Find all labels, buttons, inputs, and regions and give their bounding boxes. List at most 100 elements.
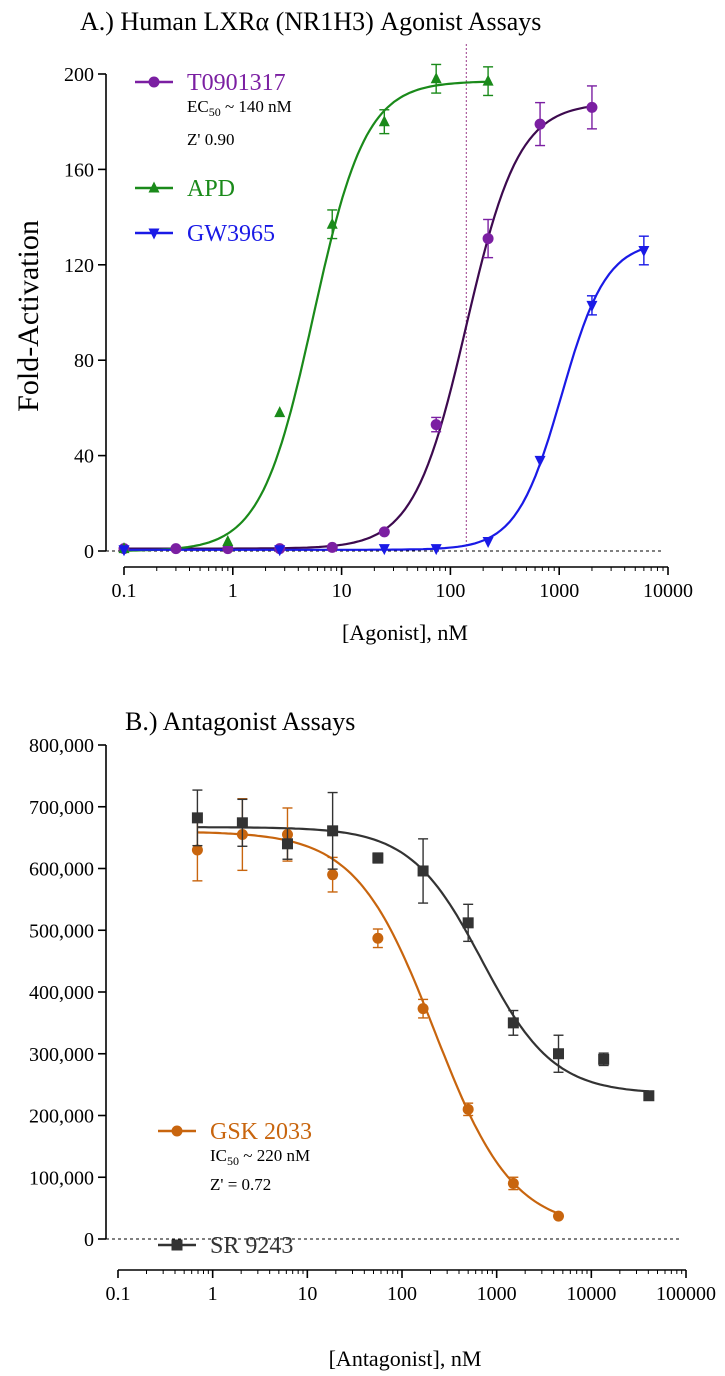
data-point-gsk-2033 [327,869,339,881]
panel-b-x-axis-label: [Antagonist], nM [329,1346,482,1371]
panel-a-axes: 0 40 80 120 160 200 0.1 1 10 100 1000 10000 [64,44,693,602]
x-tick-label: 10 [332,580,352,602]
y-tick-label: 200 [64,64,94,86]
data-point-apd [274,406,286,418]
data-point-t0901317 [482,233,494,245]
legend-marker-2 [148,228,160,240]
data-point-gsk-2033 [553,1210,565,1222]
data-point-t0901317 [430,419,442,431]
x-tick-label: 0.1 [112,580,137,602]
data-point-sr-9243 [372,852,384,864]
data-point-t0901317 [326,541,338,553]
y-tick-label: 40 [74,446,94,468]
data-point-gsk-2033 [191,844,203,856]
y-tick-label: 0 [84,1229,94,1251]
y-tick-label: 120 [64,255,94,277]
data-point-apd [482,74,494,86]
legend-annotation: IC50 ~ 220 nM [210,1146,310,1168]
data-point-sr-9243 [236,817,248,829]
data-point-gw3965 [482,536,494,548]
panel-b-axes: 0 100,000 200,000 300,000 400,000 500,000 600,… [29,735,716,1305]
x-tick-label: 100 [387,1283,417,1305]
data-point-t0901317 [378,526,390,538]
data-point-sr-9243 [462,917,474,929]
y-tick-label: 700,000 [29,797,94,819]
data-point-sr-9243 [327,825,339,837]
legend-marker-0 [171,1125,183,1137]
y-tick-label: 300,000 [29,1044,94,1066]
panel-a-x-axis-label: [Agonist], nM [342,620,468,645]
data-point-apd [326,217,338,229]
data-point-apd [222,534,234,546]
fit-curve-t0901317 [124,105,593,550]
data-point-gsk-2033 [462,1103,474,1115]
legend-label-0: T0901317 [187,70,286,96]
data-point-sr-9243 [507,1017,519,1029]
data-point-sr-9243 [598,1053,610,1065]
legend-annotation: Z' = 0.72 [210,1175,271,1194]
legend-annotation: EC50 ~ 140 nM [187,97,292,119]
legend-label-1: APD [187,176,235,202]
data-point-gw3965 [118,545,130,557]
x-tick-label: 1000 [539,580,579,602]
panel-a-title: A.) Human LXRα (NR1H3) Agonist Assays [80,7,541,36]
panel-a-fit-curves [123,80,645,552]
y-tick-label: 160 [64,159,94,181]
x-tick-label: 1000 [477,1283,517,1305]
data-point-apd [430,72,442,84]
data-point-gsk-2033 [372,932,384,944]
data-point-gw3965 [638,245,650,257]
data-point-sr-9243 [417,865,429,877]
y-tick-label: 200,000 [29,1106,94,1128]
y-tick-label: 800,000 [29,735,94,757]
panel-b-title: B.) Antagonist Assays [125,707,355,736]
data-point-apd [378,115,390,127]
panel-a-data-points [118,63,650,557]
legend-marker-1 [148,181,160,193]
data-point-sr-9243 [553,1048,565,1060]
data-point-sr-9243 [643,1090,655,1102]
panel-a-agonist-chart: A.) Human LXRα (NR1H3) Agonist Assays Fo… [12,7,693,645]
legend-annotation: Z' 0.90 [187,130,234,149]
data-point-gw3965 [430,544,442,556]
x-tick-label: 0.1 [106,1283,131,1305]
panel-a-y-axis-label: Fold-Activation [12,220,45,412]
x-tick-label: 10000 [566,1283,616,1305]
panel-b-antagonist-chart: B.) Antagonist Assays [Antagonist], nM 0… [29,707,716,1371]
data-point-gsk-2033 [417,1003,429,1015]
data-point-gsk-2033 [507,1177,519,1189]
fit-curve-apd [123,80,489,552]
x-tick-label: 10 [297,1283,317,1305]
data-point-gw3965 [274,545,286,557]
y-tick-label: 400,000 [29,982,94,1004]
legend-label-0: GSK 2033 [210,1119,312,1145]
data-point-gw3965 [586,300,598,312]
x-tick-label: 100 [435,580,465,602]
y-tick-label: 0 [84,541,94,563]
legend-label-2: GW3965 [187,221,275,247]
data-point-t0901317 [586,101,598,113]
data-point-t0901317 [170,543,182,555]
data-point-sr-9243 [281,838,293,850]
x-tick-label: 1 [208,1283,218,1305]
fit-curve-gw3965 [124,247,645,551]
y-tick-label: 100,000 [29,1167,94,1189]
data-point-gw3965 [534,455,546,467]
panel-b-data-points [191,789,655,1222]
data-point-sr-9243 [191,812,203,824]
x-tick-label: 10000 [643,580,693,602]
data-point-t0901317 [534,118,546,130]
x-tick-label: 100000 [656,1283,716,1305]
x-tick-label: 1 [228,580,238,602]
data-point-gw3965 [378,544,390,556]
legend-label-1: SR 9243 [210,1233,293,1259]
legend-marker-1 [171,1239,183,1251]
fit-curve-gsk-2033 [197,831,559,1215]
y-tick-label: 500,000 [29,920,94,942]
y-tick-label: 600,000 [29,859,94,881]
y-tick-label: 80 [74,350,94,372]
legend-marker-0 [148,76,160,88]
